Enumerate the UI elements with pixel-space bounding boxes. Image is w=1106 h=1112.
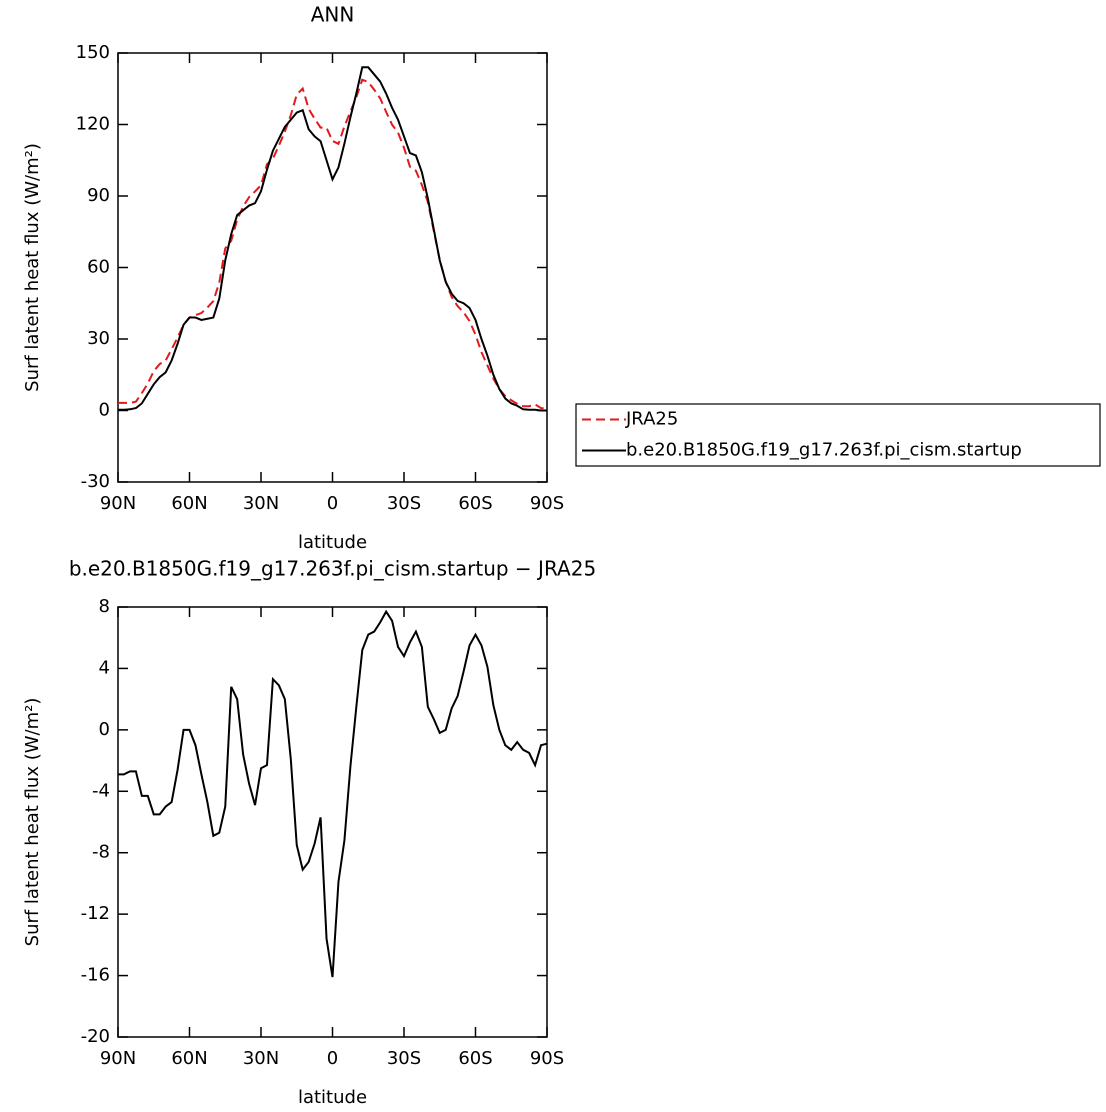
- legend-box: [575, 403, 1101, 467]
- x-tick-label: 30S: [387, 1048, 421, 1069]
- x-tick-label: 0: [327, 1048, 338, 1069]
- data-line: [118, 609, 548, 978]
- x-tick-label: 60N: [171, 493, 207, 514]
- y-tick-label: -12: [81, 903, 110, 924]
- x-tick-label: 90N: [100, 493, 136, 514]
- y-tick-label: 60: [87, 257, 110, 278]
- legend-label: JRA25: [625, 409, 678, 430]
- y-tick-label: 90: [87, 185, 110, 206]
- y-tick-label: -20: [81, 1026, 110, 1047]
- chart-title: ANN: [311, 3, 355, 27]
- y-axis-label: Surf latent heat flux (W/m²): [22, 698, 43, 947]
- legend-label: b.e20.B1850G.f19_g17.263f.pi_cism.startu…: [626, 440, 1022, 461]
- y-tick-label: 150: [76, 42, 110, 63]
- y-tick-label: 30: [87, 328, 110, 349]
- data-line: [118, 78, 548, 410]
- y-tick-label: 0: [99, 719, 110, 740]
- y-axis-label: Surf latent heat flux (W/m²): [22, 143, 43, 392]
- x-tick-label: 90N: [100, 1048, 136, 1069]
- x-tick-label: 60S: [458, 493, 492, 514]
- y-tick-label: -16: [81, 965, 110, 986]
- y-tick-label: 8: [99, 596, 110, 617]
- x-tick-label: 90S: [530, 1048, 564, 1069]
- y-tick-label: 4: [99, 657, 110, 678]
- y-tick-label: -4: [92, 780, 110, 801]
- x-axis-label: latitude: [298, 532, 367, 553]
- x-tick-label: 30S: [387, 493, 421, 514]
- x-tick-label: 60S: [458, 1048, 492, 1069]
- y-tick-label: -30: [81, 471, 110, 492]
- y-tick-label: -8: [92, 842, 110, 863]
- x-tick-label: 90S: [530, 493, 564, 514]
- y-tick-label: 120: [76, 114, 110, 135]
- y-tick-label: 0: [99, 400, 110, 421]
- plot-frame: [117, 52, 548, 483]
- x-tick-label: 60N: [171, 1048, 207, 1069]
- x-tick-label: 0: [327, 493, 338, 514]
- x-axis-label: latitude: [298, 1087, 367, 1108]
- chart-title: b.e20.B1850G.f19_g17.263f.pi_cism.startu…: [69, 557, 596, 581]
- data-line: [118, 66, 547, 412]
- x-tick-label: 30N: [243, 1048, 279, 1069]
- x-tick-label: 30N: [243, 493, 279, 514]
